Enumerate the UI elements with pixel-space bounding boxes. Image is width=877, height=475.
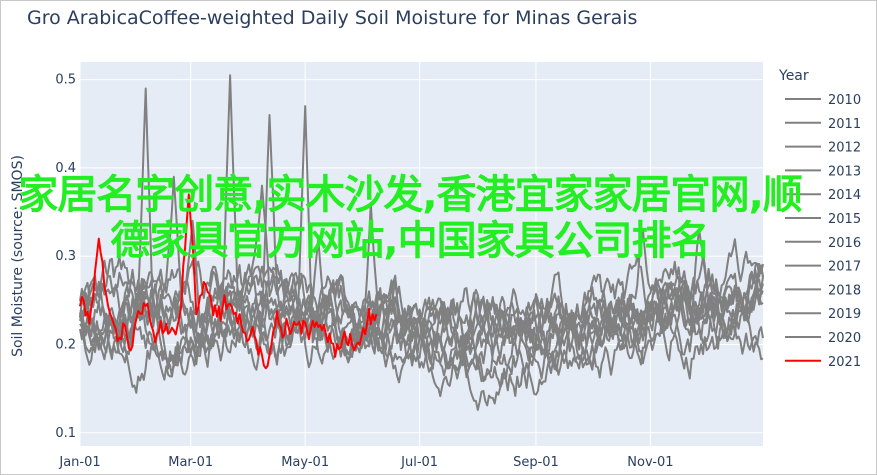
y-tick-label: 0.3 — [55, 249, 76, 264]
legend-item-2013[interactable]: 2013 — [828, 164, 861, 179]
x-tick-label: Nov-01 — [627, 455, 673, 470]
legend-item-2014[interactable]: 2014 — [828, 188, 861, 203]
legend-item-2020[interactable]: 2020 — [828, 331, 861, 346]
chart-title: Gro ArabicaCoffee-weighted Daily Soil Mo… — [27, 7, 637, 29]
legend-item-2017[interactable]: 2017 — [828, 260, 861, 275]
x-tick-label: Mar-01 — [168, 455, 213, 470]
legend-item-2019[interactable]: 2019 — [828, 307, 861, 322]
legend-title: Year — [778, 68, 809, 84]
legend-item-2011[interactable]: 2011 — [828, 117, 861, 132]
legend-item-2016[interactable]: 2016 — [828, 236, 861, 251]
grid-lines — [79, 62, 763, 446]
x-tick-label: May-01 — [281, 455, 329, 470]
overlay-text: 家居名字创意,实木沙发,香港宜家家居官网,顺德家具官方网站,中国家具公司排名 — [18, 172, 803, 264]
series-lines — [79, 74, 764, 411]
y-tick-label: 0.5 — [55, 73, 76, 88]
y-tick-label: 0.2 — [55, 337, 76, 352]
legend-item-2012[interactable]: 2012 — [828, 141, 861, 156]
series-line-2020 — [79, 219, 764, 384]
x-tick-label: Jan-01 — [58, 455, 100, 470]
legend-item-2021[interactable]: 2021 — [828, 355, 861, 370]
legend-item-2015[interactable]: 2015 — [828, 212, 861, 227]
y-ticks: 0.1 0.2 0.3 0.4 0.5 — [55, 73, 76, 441]
y-tick-label: 0.4 — [55, 161, 76, 176]
y-tick-label: 0.1 — [55, 426, 76, 441]
legend[interactable]: Year 2010 2011 2012 2013 2014 2015 2016 2017 201… — [778, 68, 861, 370]
legend-item-2010[interactable]: 2010 — [828, 93, 861, 108]
x-tick-label: Jul-01 — [400, 455, 438, 470]
legend-item-2018[interactable]: 2018 — [828, 283, 861, 298]
series-line-2021 — [79, 193, 378, 370]
y-axis-label: Soil Moisture (source: SMOS) — [10, 155, 26, 357]
x-ticks: Jan-01 Mar-01 May-01 Jul-01 Sep-01 Nov-01 — [58, 455, 673, 470]
x-tick-label: Sep-01 — [513, 455, 559, 470]
